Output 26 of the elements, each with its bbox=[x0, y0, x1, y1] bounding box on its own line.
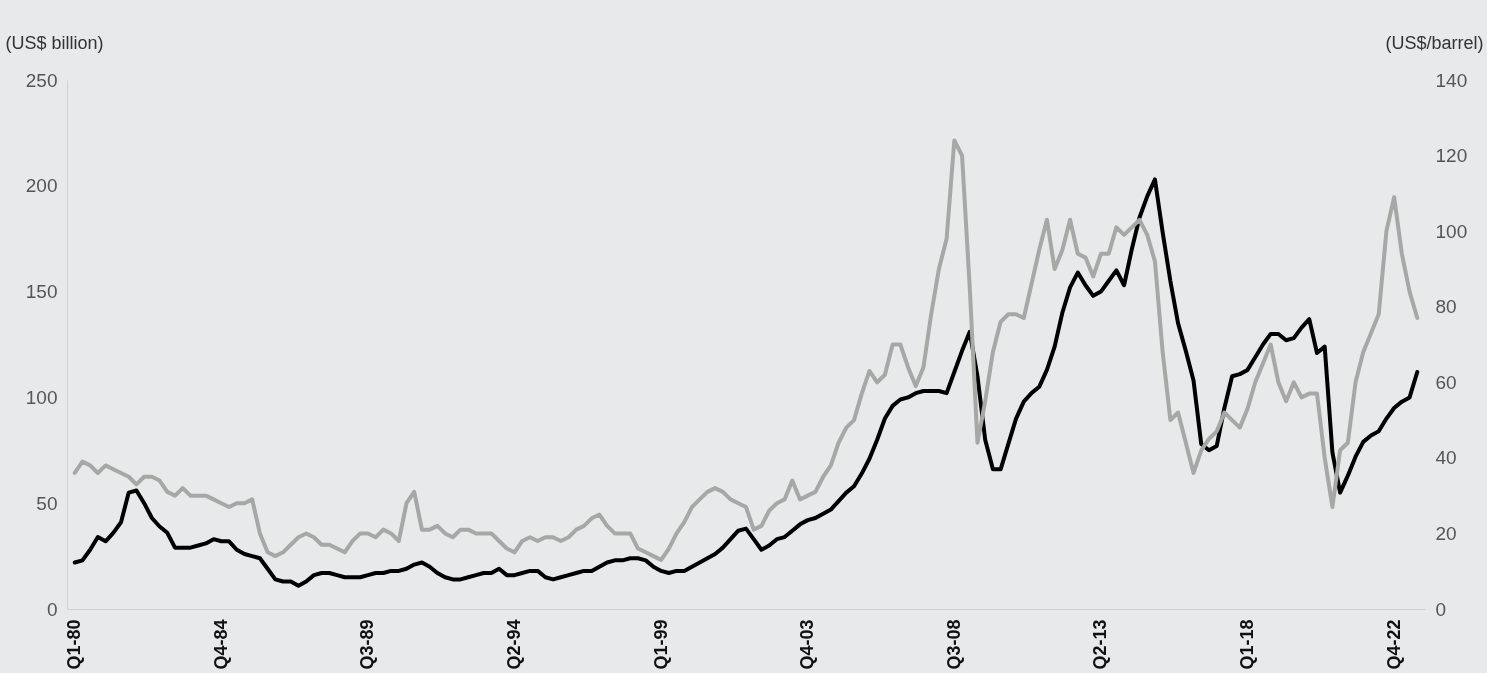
y2-tick-label: 100 bbox=[1435, 220, 1468, 242]
x-tick-label: Q2-13 bbox=[1090, 619, 1111, 670]
y2-tick-label: 0 bbox=[1435, 598, 1447, 620]
y2-tick-label: 20 bbox=[1435, 522, 1457, 544]
x-tick-label: Q3-89 bbox=[357, 619, 378, 670]
x-tick-label: Q2-94 bbox=[504, 619, 525, 670]
x-tick-label: Q1-18 bbox=[1237, 619, 1258, 670]
x-tick-label: Q1-99 bbox=[650, 619, 671, 670]
y-tick-label: 150 bbox=[25, 281, 58, 303]
x-tick-label: Q3-08 bbox=[943, 619, 964, 670]
x-tick-label: Q4-22 bbox=[1383, 619, 1404, 670]
y-tick-label: 250 bbox=[25, 69, 58, 91]
y2-axis-title: (US$/barrel) bbox=[1385, 32, 1484, 53]
y2-tick-label: 140 bbox=[1435, 69, 1468, 91]
y2-tick-label: 60 bbox=[1435, 371, 1457, 393]
y-tick-label: 50 bbox=[36, 492, 58, 514]
y-axis-title: (US$ billion) bbox=[5, 32, 104, 53]
y-tick-label: 0 bbox=[46, 598, 58, 620]
y-tick-label: 100 bbox=[25, 386, 58, 408]
y2-tick-label: 120 bbox=[1435, 145, 1468, 167]
y-tick-label: 200 bbox=[25, 175, 58, 197]
x-tick-label: Q4-84 bbox=[210, 619, 231, 670]
x-tick-label: Q1-80 bbox=[64, 619, 85, 670]
y2-tick-label: 40 bbox=[1435, 447, 1457, 469]
x-tick-label: Q4-03 bbox=[797, 619, 818, 670]
y2-tick-label: 80 bbox=[1435, 296, 1457, 318]
